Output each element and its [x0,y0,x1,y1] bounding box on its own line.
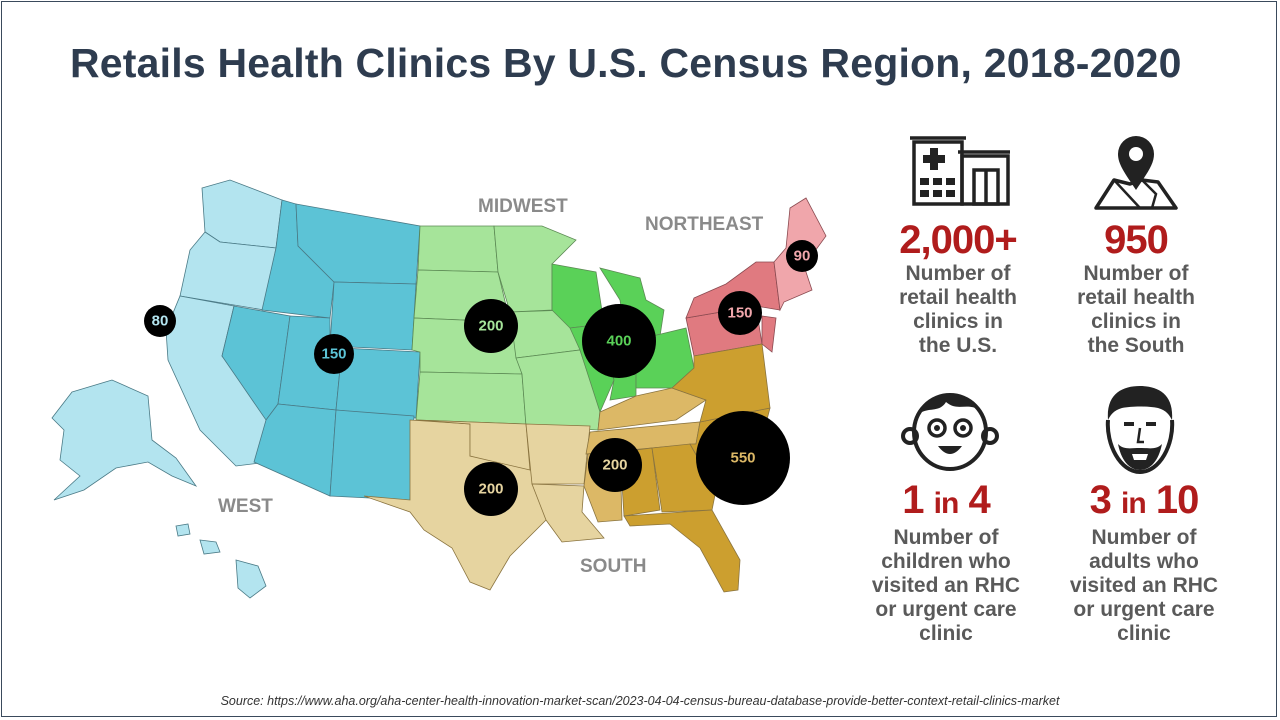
page-title: Retails Health Clinics By U.S. Census Re… [70,40,1182,86]
stat-value: 950 [1104,218,1169,262]
state-kansas [415,371,527,425]
region-label-northeast: NORTHEAST [645,214,764,235]
hawaii-island-1 [175,523,191,537]
stat-value: 1 in 4 [902,478,990,522]
bubble-value: 90 [794,248,811,265]
state-north-dakota [417,225,499,273]
bubble-value: 80 [152,313,169,330]
region-label-midwest: MIDWEST [478,196,568,217]
bubble-south-central: 200 [588,438,642,492]
stat-south-clinics: 950 Number of retail health clinics in t… [1046,220,1226,358]
region-west [51,179,421,599]
bubble-value: 150 [321,346,346,363]
state-florida [623,509,741,593]
state-virginia [671,343,771,423]
stat-adults: 3 in 10 Number of adults who visited an … [1054,480,1234,646]
stat-description: Number of adults who visited an RHC or u… [1069,526,1219,645]
bubble-value: 200 [478,318,503,335]
hawaii-island-3 [235,559,267,599]
state-alaska [51,379,198,501]
adult-face-icon [1105,386,1175,475]
bubble-mid-atlantic: 150 [718,291,762,335]
bubble-great-lakes: 400 [582,304,656,378]
bubble-value: 200 [478,481,503,498]
region-label-west: WEST [218,496,273,517]
us-map: MIDWEST NORTHEAST WEST SOUTH 80 150 200 … [51,179,827,599]
state-new-jersey [761,315,777,353]
stat-description: Number of retail health clinics in the S… [1077,262,1195,357]
bubble-mountain: 150 [314,334,354,374]
region-label-south: SOUTH [580,556,647,577]
state-oklahoma [415,419,531,471]
stat-value: 2,000+ [899,218,1017,262]
state-new-mexico [329,409,415,501]
child-face-icon [901,393,999,471]
bubble-plains: 200 [464,299,518,353]
hospital-icon [910,136,1010,206]
bubble-texas: 200 [464,462,518,516]
stat-total-clinics: 2,000+ Number of retail health clinics i… [868,220,1048,358]
bubble-northeast: 90 [786,240,818,272]
source-citation: Source: https://www.aha.org/aha-center-h… [220,694,1060,708]
state-georgia [651,443,717,513]
bubble-west-coast: 80 [144,305,176,337]
stat-description: Number of children who visited an RHC or… [871,526,1021,645]
state-arizona [253,403,337,497]
bubble-southeast: 550 [696,411,790,505]
map-pin-icon [1094,136,1178,210]
stat-children: 1 in 4 Number of children who visited an… [856,480,1036,646]
bubble-value: 150 [727,305,752,322]
bubble-value: 400 [606,333,631,350]
bubble-value: 200 [602,457,627,474]
state-arkansas [525,423,591,485]
stat-value: 3 in 10 [1089,478,1200,522]
stat-description: Number of retail health clinics in the U… [899,262,1017,357]
bubble-value: 550 [730,450,755,467]
hawaii-island-2 [199,539,221,555]
